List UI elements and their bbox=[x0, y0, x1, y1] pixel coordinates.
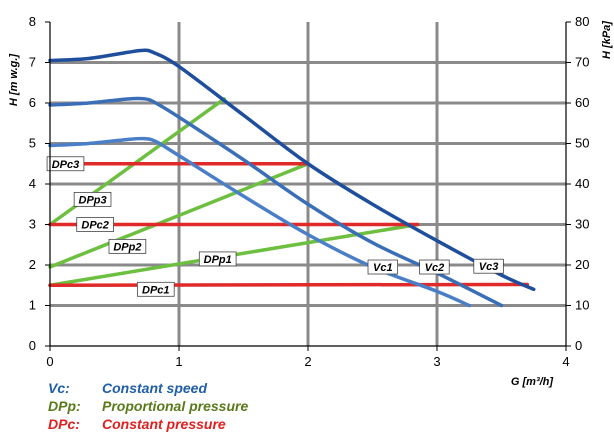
curve-label-box bbox=[136, 281, 175, 297]
curve-label-text: DPc3 bbox=[52, 159, 80, 171]
curve-label-dpp2: DPp2 bbox=[108, 238, 147, 254]
y-left-tick-label: 1 bbox=[29, 298, 36, 313]
y-left-tick-label: 5 bbox=[29, 136, 36, 151]
curve-label-box bbox=[73, 191, 112, 207]
legend: Vc: Constant speed DPp: Proportional press… bbox=[48, 379, 248, 433]
series-line-vc3 bbox=[48, 48, 536, 292]
legend-key: DPp: bbox=[48, 398, 81, 414]
curve-label-vc1: Vc1 bbox=[367, 259, 399, 275]
curve-label-box bbox=[108, 238, 147, 254]
y-right-tick-label: 70 bbox=[575, 55, 589, 70]
curve-label-dpc2: DPc2 bbox=[76, 217, 114, 232]
legend-text: Constant pressure bbox=[102, 416, 226, 432]
y-left-tick-label: 4 bbox=[29, 176, 36, 191]
curve-label-dpp3: DPp3 bbox=[73, 191, 112, 207]
legend-text: Proportional pressure bbox=[102, 398, 249, 414]
legend-row-constant-pressure: DPc: Constant pressure bbox=[48, 415, 248, 433]
y-right-tick-label: 30 bbox=[575, 217, 589, 232]
series-line-vc1 bbox=[48, 136, 471, 308]
curve-label-box bbox=[198, 251, 237, 267]
y-axis-left-title: H [m w.g.] bbox=[8, 54, 20, 106]
x-tick-label: 4 bbox=[562, 354, 569, 369]
legend-text: Constant speed bbox=[102, 380, 208, 396]
x-tick-label: 1 bbox=[175, 354, 182, 369]
y-left-tick-label: 7 bbox=[29, 55, 36, 70]
y-left-tick-label: 8 bbox=[29, 14, 36, 29]
x-tick-label: 3 bbox=[433, 354, 440, 369]
y-right-tick-label: 50 bbox=[575, 136, 589, 151]
curve-label-text: Vc2 bbox=[425, 262, 445, 274]
series-line-dpc1 bbox=[48, 282, 530, 287]
legend-key: DPc: bbox=[48, 416, 80, 432]
curve-label-text: Vc1 bbox=[373, 262, 393, 274]
curve-label-dpp1: DPp1 bbox=[198, 251, 237, 267]
y-right-tick-label: 80 bbox=[575, 14, 589, 29]
y-right-tick-label: 10 bbox=[575, 298, 589, 313]
curve-label-dpc1: DPc1 bbox=[136, 281, 175, 297]
y-right-tick-label: 0 bbox=[575, 338, 582, 353]
curve-label-text: DPp2 bbox=[113, 241, 141, 253]
x-tick-label: 2 bbox=[304, 354, 311, 369]
curve-label-vc3: Vc3 bbox=[473, 258, 504, 274]
curve-label-text: DPc2 bbox=[81, 220, 109, 232]
x-tick-label: 0 bbox=[46, 354, 53, 369]
curve-label-text: DPp3 bbox=[79, 194, 107, 206]
curve-label-text: DPp1 bbox=[204, 254, 232, 266]
curve-label-box bbox=[367, 259, 399, 275]
y-right-tick-label: 20 bbox=[575, 257, 589, 272]
curve-label-box bbox=[419, 259, 450, 275]
curve-labels: DPc3 DPp3 DPc2 DPp2 DPp1 DPc1 Vc1 Vc2 Vc3 bbox=[46, 156, 504, 297]
legend-key: Vc: bbox=[48, 380, 70, 396]
x-axis-title: G [m³/h] bbox=[511, 376, 553, 388]
curve-label-text: Vc3 bbox=[479, 261, 499, 273]
curve-label-box bbox=[473, 258, 504, 274]
curve-label-text: DPc1 bbox=[142, 284, 170, 296]
y-left-tick-label: 6 bbox=[29, 95, 36, 110]
curve-label-box bbox=[76, 217, 114, 232]
curve-label-box bbox=[46, 156, 85, 172]
legend-row-proportional-pressure: DPp: Proportional pressure bbox=[48, 397, 248, 415]
curve-label-vc2: Vc2 bbox=[419, 259, 450, 275]
series-lines bbox=[48, 48, 536, 308]
series-line-vc2 bbox=[48, 96, 504, 308]
curve-label-dpc3: DPc3 bbox=[46, 156, 85, 172]
y-right-tick-label: 40 bbox=[575, 176, 589, 191]
y-left-tick-label: 0 bbox=[29, 338, 36, 353]
y-left-tick-label: 3 bbox=[29, 217, 36, 232]
y-right-tick-label: 60 bbox=[575, 95, 589, 110]
legend-row-constant-speed: Vc: Constant speed bbox=[48, 379, 248, 397]
series-line-dpp2 bbox=[48, 162, 310, 269]
y-left-tick-label: 2 bbox=[29, 257, 36, 272]
y-axis-right-title: H [kPa] bbox=[601, 21, 613, 59]
